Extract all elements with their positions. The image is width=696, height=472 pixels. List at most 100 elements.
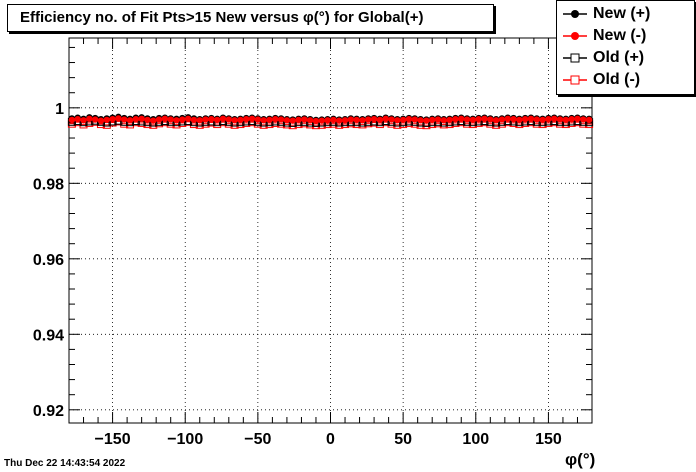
data-marks	[67, 113, 594, 130]
data-point	[504, 115, 511, 122]
data-point	[370, 115, 378, 123]
data-point	[167, 116, 174, 123]
data-point	[359, 117, 366, 124]
data-point	[539, 116, 546, 124]
data-point	[144, 116, 151, 124]
data-point	[196, 117, 203, 124]
data-point	[324, 117, 331, 124]
data-point	[336, 117, 343, 124]
filled-circle-red-icon	[563, 32, 587, 40]
data-point	[510, 115, 517, 123]
legend-label: Old (+)	[593, 49, 645, 66]
data-point	[376, 116, 384, 124]
data-point	[103, 116, 110, 124]
data-point	[272, 115, 279, 123]
y-tick-label: 0.92	[33, 403, 64, 420]
data-point	[475, 115, 482, 123]
data-point	[121, 116, 128, 123]
data-point	[74, 115, 81, 123]
data-point	[463, 116, 471, 123]
data-point	[213, 116, 221, 124]
data-point	[487, 116, 494, 123]
legend-item-new-plus: New (+)	[557, 3, 694, 25]
data-point	[521, 115, 529, 123]
open-square-red-icon	[563, 75, 587, 85]
data-point	[243, 115, 250, 123]
data-point	[202, 116, 209, 123]
data-point	[301, 116, 308, 123]
data-point	[585, 116, 593, 124]
data-point	[574, 115, 581, 122]
axis-tick-labels: −150 −100 −50 0 50 100 150 0.92 0.94 0.96 0.98 1	[33, 101, 562, 448]
data-point	[219, 115, 227, 122]
y-tick-label: 0.98	[33, 176, 64, 193]
data-point	[330, 116, 337, 124]
data-point	[312, 117, 320, 125]
data-point	[173, 117, 180, 124]
y-tick-label: 0.96	[33, 252, 64, 269]
x-tick-label: 150	[535, 431, 562, 448]
data-point	[132, 115, 140, 123]
data-point	[399, 116, 407, 124]
legend-label: New (+)	[593, 5, 651, 22]
data-point	[562, 116, 570, 124]
data-point	[347, 116, 355, 123]
data-point	[138, 115, 145, 122]
data-point	[556, 116, 564, 123]
data-point	[446, 116, 453, 124]
data-point	[277, 116, 285, 123]
y-tick-label: 0.94	[33, 327, 64, 344]
data-point	[440, 117, 448, 124]
data-point	[516, 116, 523, 124]
data-point	[428, 116, 436, 124]
data-point	[86, 115, 93, 122]
data-point	[254, 116, 262, 123]
legend: New (+) New (-) Old (+) Old (-)	[556, 0, 695, 95]
chart-title: Efficiency no. of Fit Pts>15 New versus …	[7, 4, 494, 32]
data-point	[91, 116, 99, 123]
series-new	[68, 115, 593, 125]
data-point	[184, 115, 192, 122]
data-point	[237, 116, 244, 124]
data-point	[527, 115, 535, 122]
data-point	[155, 116, 163, 123]
data-point	[318, 117, 325, 124]
legend-item-new-minus: New (-)	[557, 25, 694, 47]
data-point	[492, 117, 500, 124]
x-tick-label: −100	[167, 431, 203, 448]
data-point	[568, 115, 575, 123]
data-point	[365, 116, 372, 123]
data-point	[551, 115, 558, 122]
data-point	[341, 117, 349, 124]
data-point	[434, 116, 442, 123]
data-point	[498, 116, 506, 123]
data-point	[179, 116, 186, 123]
data-point	[458, 115, 465, 122]
data-point	[394, 117, 401, 124]
legend-label: New (-)	[593, 27, 647, 44]
data-point	[208, 115, 215, 123]
data-point	[126, 117, 134, 124]
legend-label: Old (-)	[593, 71, 641, 88]
data-point	[150, 117, 157, 124]
data-point	[231, 117, 238, 124]
x-tick-label: 100	[462, 431, 489, 448]
filled-circle-black-icon	[563, 10, 587, 18]
data-point	[411, 116, 418, 123]
x-tick-label: 0	[326, 431, 335, 448]
data-point	[289, 117, 296, 124]
data-point	[306, 117, 314, 124]
data-point	[260, 117, 267, 124]
data-point	[225, 116, 233, 123]
data-point	[382, 115, 389, 122]
data-point	[469, 116, 477, 124]
timestamp: Thu Dec 22 14:43:54 2022	[4, 458, 126, 469]
data-point	[266, 116, 273, 124]
data-point	[423, 117, 430, 124]
x-tick-label: −150	[95, 431, 131, 448]
data-point	[353, 116, 360, 124]
data-point	[115, 115, 122, 122]
data-point	[545, 115, 552, 123]
